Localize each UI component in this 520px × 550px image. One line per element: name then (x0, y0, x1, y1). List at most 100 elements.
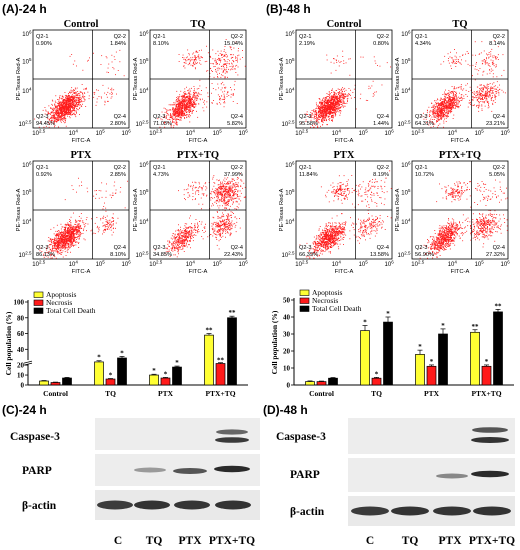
x-axis-label: FITC-A (72, 269, 91, 275)
x-axis-label: FITC-A (335, 138, 354, 144)
x-tick-label: 104 (448, 260, 458, 269)
bar-necrosis (481, 365, 492, 386)
flow-plot-title: PTX+TQ (439, 150, 481, 161)
y-axis-label: PE-Texas Red-A (16, 57, 22, 100)
axis-break-mark (23, 360, 33, 364)
gate-value-q2-3: 94.45% (36, 121, 55, 127)
significance-mark: ** (495, 302, 503, 310)
category-label: TQ (105, 389, 116, 398)
significance-mark: * (164, 370, 168, 378)
y-axis-label: PE-Texas Red-A (395, 188, 401, 231)
y-tick-label: 105 (139, 57, 149, 66)
y-tick-label: 102.5 (136, 120, 149, 129)
panel-label-d: (D)-48 h (263, 403, 308, 417)
y-axis-label: PE-Texas Red-A (395, 57, 401, 100)
significance-mark: * (485, 358, 489, 366)
y-tick-label: 60 (17, 330, 25, 338)
lane-label: PTX+TQ (209, 535, 255, 547)
significance-mark: * (418, 343, 422, 351)
x-tick-label: 102.5 (149, 129, 162, 138)
gate-name-q2-1: Q2-1 (415, 165, 427, 171)
gate-name-q2-3: Q2-3 (153, 245, 165, 251)
category-label: PTX (158, 389, 174, 398)
y-tick-label: 106 (401, 29, 411, 38)
gate-name-q2-4: Q2-4 (231, 245, 243, 251)
y-tick-label: 106 (139, 29, 149, 38)
gate-value-q2-1: 0.90% (36, 41, 52, 47)
y-tick-label: 106 (285, 160, 295, 169)
x-tick-label: 106 (239, 129, 249, 138)
gate-value-q2-1: 11.84% (299, 172, 318, 178)
y-tick-label: 102.5 (282, 120, 295, 129)
gate-name-q2-3: Q2-3 (36, 114, 48, 120)
legend-label: Necrosis (312, 296, 338, 305)
x-tick-label: 105 (475, 260, 485, 269)
y-axis-label: PE-Texas Red-A (133, 57, 139, 100)
gate-value-q2-2: 8.19% (373, 172, 389, 178)
y-tick-label: 104 (22, 217, 32, 226)
flow-events (157, 39, 246, 128)
flow-events (301, 50, 391, 128)
y-tick-label: 105 (139, 188, 149, 197)
legend-label: Total Cell Death (46, 306, 96, 315)
y-tick-label: 105 (401, 57, 411, 66)
flow-plot-title: Control (64, 19, 99, 30)
lane-label: PTX (179, 535, 203, 547)
flow-events (421, 40, 506, 128)
bar-necrosis (371, 377, 382, 386)
legend-label: Total Cell Death (312, 304, 362, 313)
x-tick-label: 105 (359, 129, 369, 138)
flow-plot-h48-control: ControlQ2-12.19%Q2-20.80%Q2-395.58%Q2-41… (279, 19, 394, 144)
legend-swatch (299, 289, 310, 296)
x-tick-label: 105 (475, 129, 485, 138)
y-tick-label: 105 (22, 188, 32, 197)
significance-mark: * (120, 349, 124, 357)
y-tick-label: 106 (22, 29, 32, 38)
legend-swatch (299, 305, 310, 312)
y-tick-label: 0 (21, 382, 25, 390)
x-tick-label: 104 (332, 129, 342, 138)
gate-name-q2-3: Q2-3 (36, 245, 48, 251)
gate-name-q2-1: Q2-1 (153, 165, 165, 171)
bar-total-cell-death (383, 321, 393, 386)
x-tick-label: 106 (122, 129, 132, 138)
x-tick-label: 102.5 (295, 260, 308, 269)
lane-label: TQ (146, 535, 163, 547)
bar-apoptosis (415, 354, 425, 386)
wb-label-caspase-24h: Caspase-3 (10, 431, 60, 443)
category-label: Control (43, 389, 68, 398)
y-axis-label: PE-Texas Red-A (16, 188, 22, 231)
x-tick-label: 102.5 (149, 260, 162, 269)
gate-value-q2-3: 66.39% (299, 252, 318, 258)
gate-value-q2-2: 0.80% (373, 41, 389, 47)
y-tick-label: 104 (139, 217, 149, 226)
gate-name-q2-1: Q2-1 (299, 165, 311, 171)
y-tick-label: 20 (283, 348, 291, 356)
flow-events (299, 170, 392, 259)
western-lane-labels: C C TQ TQ PTX PTX PTX+TQ PTX+TQ (114, 535, 515, 547)
bar-necrosis (160, 377, 171, 386)
x-axis-label: FITC-A (335, 269, 354, 275)
bar-necrosis (426, 365, 437, 386)
legend-swatch (299, 297, 310, 304)
gate-name-q2-1: Q2-1 (36, 34, 48, 40)
x-axis-label: FITC-A (451, 138, 470, 144)
y-tick-label: 104 (401, 217, 411, 226)
flow-plot-h24-ptx: PTX Q2-10.92% Q2-22.85% Q2-386.13% Q2-48.10%… (16, 150, 131, 275)
x-tick-label: 104 (186, 129, 196, 138)
lane-label: PTX (439, 535, 463, 547)
legend-label: Necrosis (46, 298, 72, 307)
y-axis-label: Cell population (%) (270, 310, 279, 374)
gate-name-q2-4: Q2-4 (493, 114, 505, 120)
x-tick-label: 105 (213, 260, 223, 269)
bar-apoptosis (39, 380, 49, 386)
gate-value-q2-4: 8.10% (110, 252, 126, 258)
y-tick-label: 106 (139, 160, 149, 169)
bar-necrosis (105, 378, 116, 386)
panel-label-b: (B)-48 h (266, 2, 311, 16)
y-tick-label: 102.5 (282, 251, 295, 260)
x-tick-label: 104 (448, 129, 458, 138)
legend-swatch (33, 291, 44, 298)
panel-label-c: (C)-24 h (2, 403, 47, 417)
